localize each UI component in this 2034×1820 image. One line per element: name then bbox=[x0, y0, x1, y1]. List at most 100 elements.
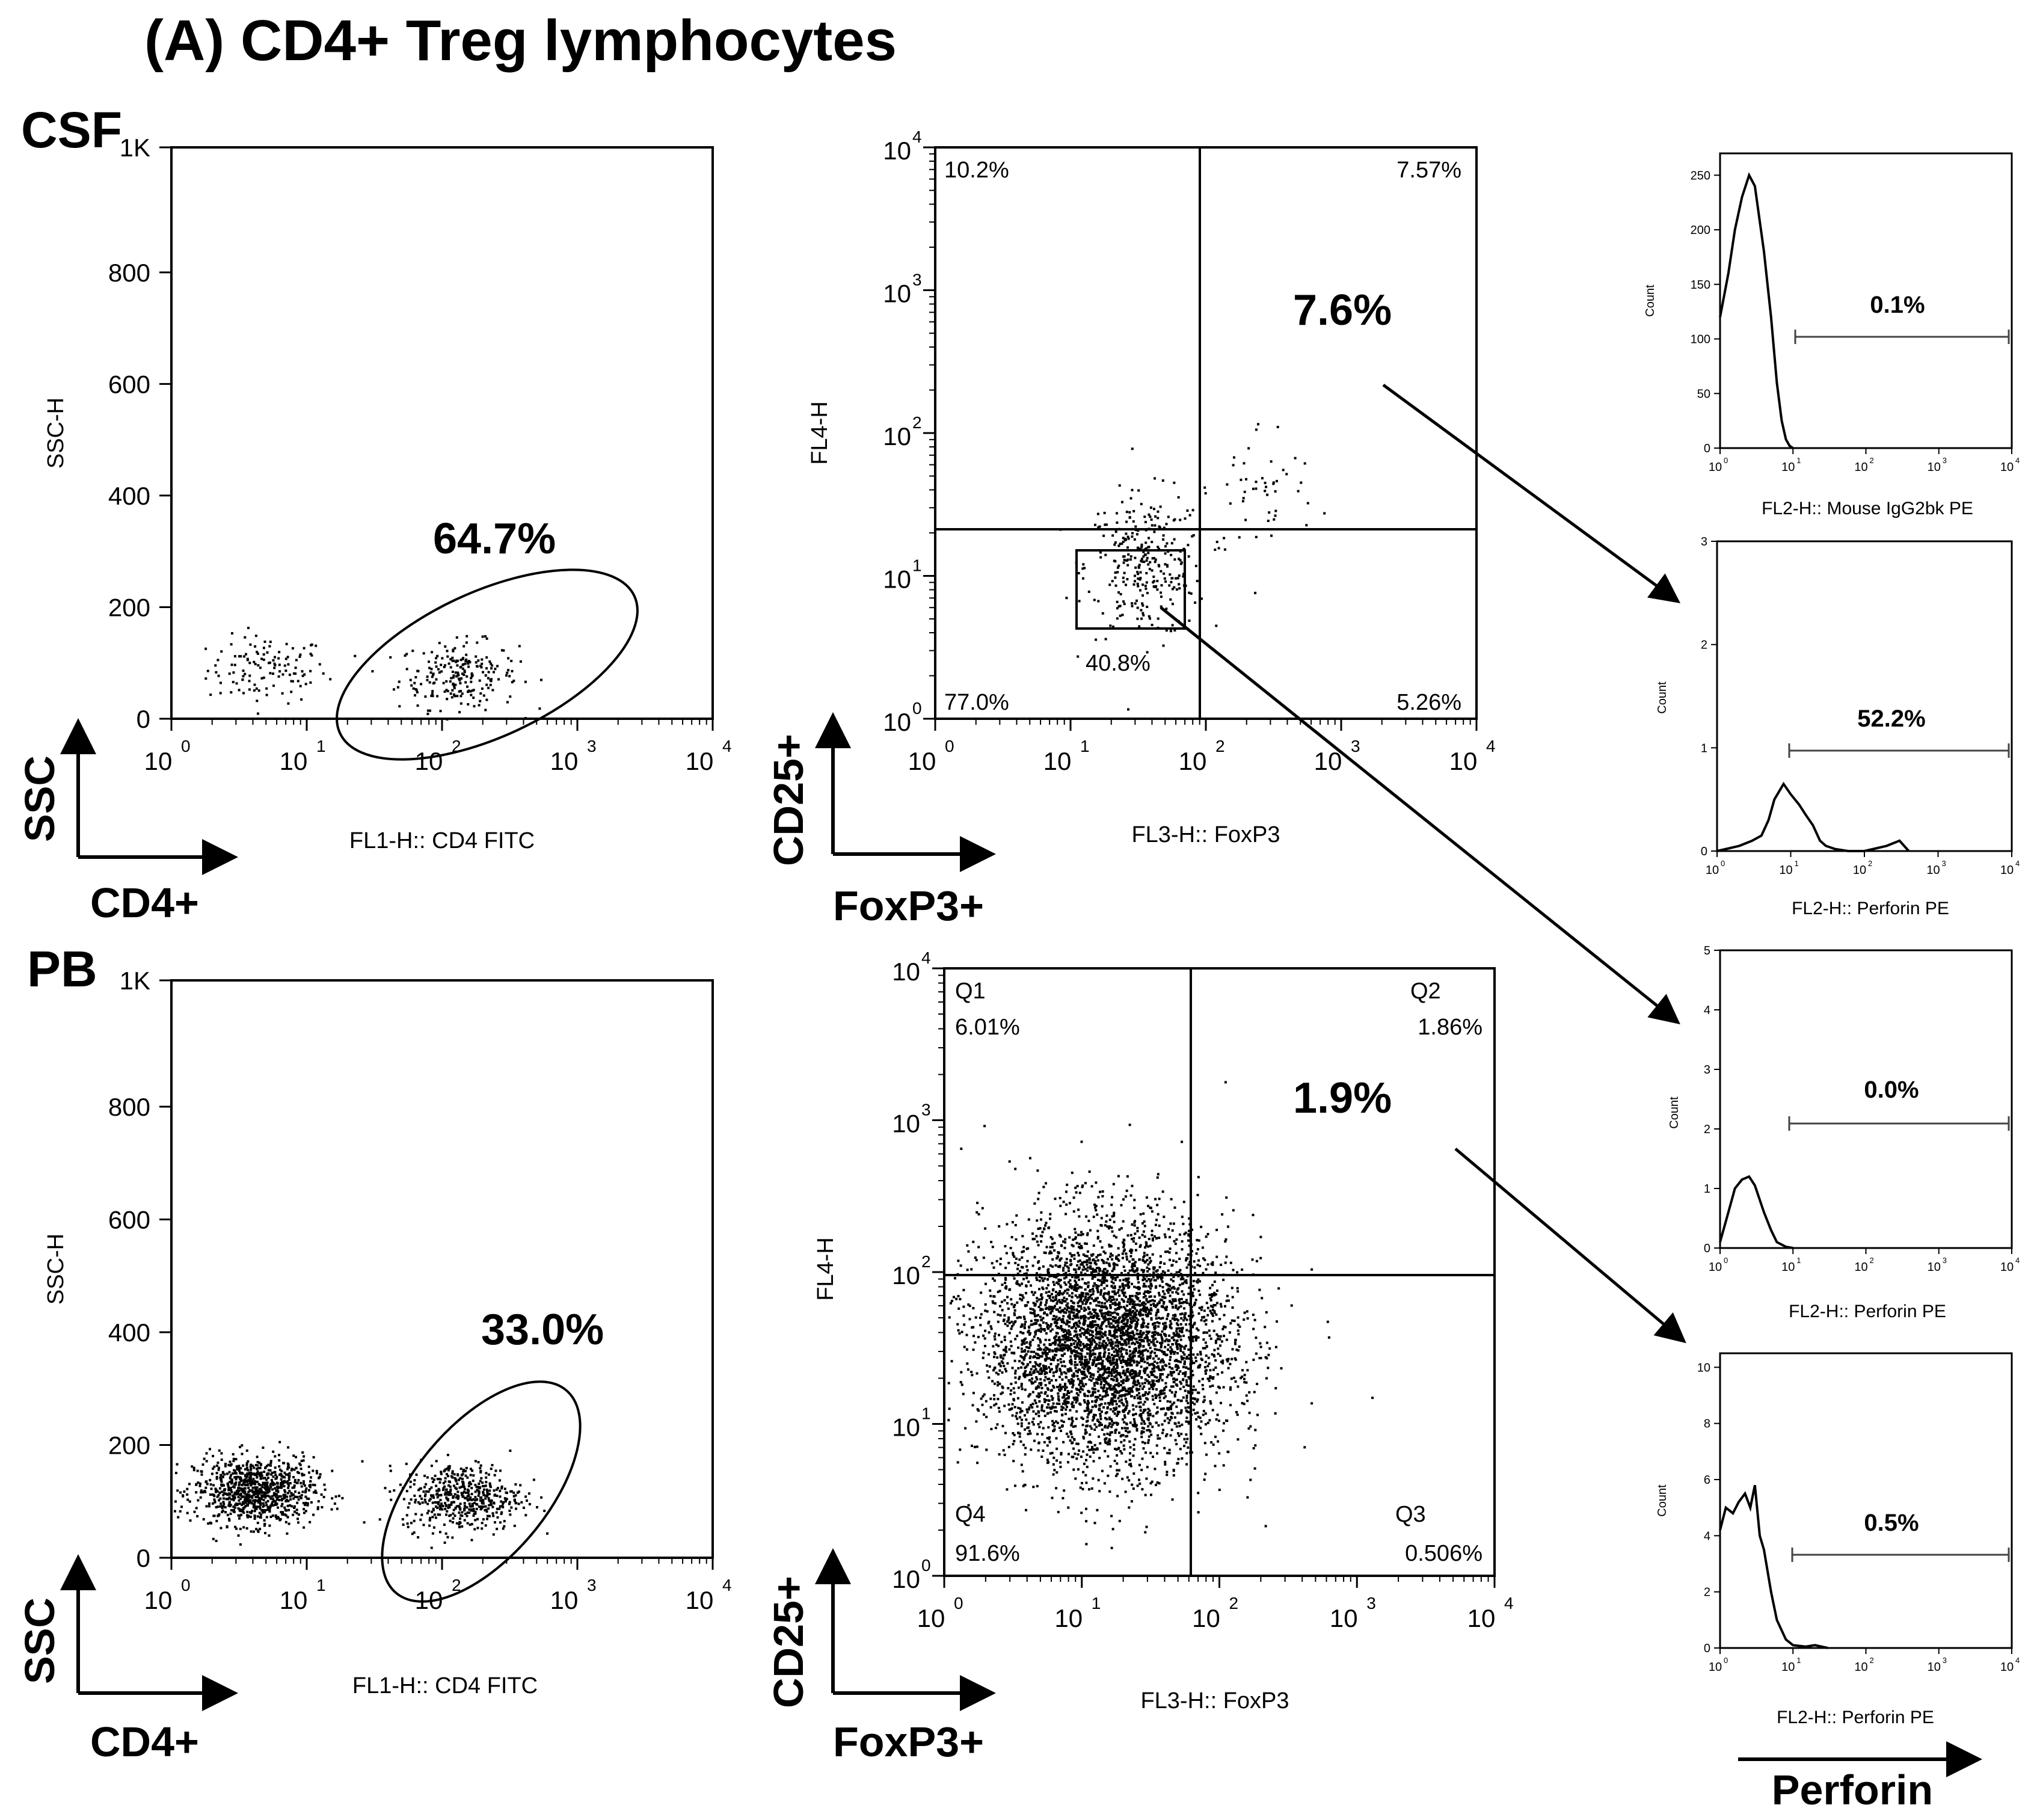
scatter-3-point bbox=[428, 1488, 431, 1490]
scatter-3-point bbox=[198, 1482, 201, 1485]
scatter-4-point bbox=[1017, 1386, 1020, 1389]
scatter-2-point bbox=[1125, 583, 1127, 586]
scatter-4-point bbox=[1154, 1324, 1157, 1327]
scatter-4-point bbox=[1080, 1317, 1083, 1320]
scatter-3-point bbox=[244, 1498, 247, 1501]
scatter-4-point bbox=[1042, 1321, 1045, 1324]
scatter-4-point bbox=[1104, 1342, 1107, 1345]
scatter-1-point bbox=[465, 653, 468, 656]
scatter-2-point bbox=[1140, 617, 1143, 620]
scatter-3-point bbox=[436, 1478, 439, 1481]
scatter-4-point bbox=[1056, 1347, 1059, 1350]
scatter-3-point bbox=[477, 1461, 480, 1464]
scatter-4-point bbox=[1016, 1335, 1019, 1338]
scatter-3-point bbox=[474, 1496, 477, 1499]
scatter-4-point bbox=[1196, 1353, 1199, 1356]
scatter-2-point bbox=[1147, 552, 1150, 555]
scatter-4-point bbox=[1011, 1403, 1014, 1406]
scatter-4-point bbox=[1129, 1452, 1131, 1455]
scatter-1-point bbox=[445, 689, 448, 692]
scatter-2-point bbox=[1274, 490, 1277, 493]
scatter-4-point bbox=[1084, 1282, 1087, 1285]
scatter-4-point bbox=[1099, 1442, 1102, 1445]
scatter-4-point bbox=[1138, 1385, 1141, 1388]
scatter-4-point bbox=[1175, 1327, 1178, 1330]
scatter-1-point bbox=[214, 664, 217, 667]
scatter-3-point bbox=[248, 1477, 251, 1480]
scatter-2-point bbox=[1128, 511, 1131, 514]
scatter-2-point bbox=[1137, 529, 1140, 532]
scatter-3-point bbox=[468, 1511, 471, 1514]
scatter-2-point bbox=[1116, 566, 1119, 569]
scatter-4-point bbox=[1222, 1278, 1225, 1281]
scatter-1-point bbox=[281, 673, 284, 676]
scatter-3-point bbox=[233, 1496, 236, 1499]
scatter-1-point bbox=[256, 652, 259, 655]
scatter-4-point bbox=[1236, 1287, 1239, 1290]
scatter-4-point bbox=[1211, 1284, 1214, 1287]
scatter-3-point bbox=[461, 1492, 464, 1495]
scatter-4-point bbox=[1110, 1546, 1113, 1549]
scatter-2-point bbox=[1135, 533, 1138, 536]
scatter-4-point bbox=[1006, 1488, 1009, 1491]
scatter-4-point bbox=[1083, 1462, 1086, 1465]
scatter-4-point bbox=[1079, 1344, 1082, 1347]
scatter-4-point bbox=[1161, 1373, 1164, 1376]
scatter-4-point bbox=[1075, 1333, 1077, 1336]
scatter-1-point bbox=[217, 674, 220, 677]
scatter-2-point bbox=[1137, 585, 1140, 588]
scatter-3-point bbox=[247, 1486, 250, 1489]
scatter-3-point bbox=[378, 1518, 381, 1521]
scatter-4-point bbox=[1108, 1490, 1111, 1493]
scatter-4-point bbox=[1133, 1224, 1136, 1227]
scatter-1-point bbox=[484, 709, 487, 712]
scatter-4-point bbox=[1131, 1404, 1134, 1407]
scatter-3-point bbox=[468, 1508, 471, 1511]
scatter-3-point bbox=[546, 1532, 548, 1535]
scatter-1-point bbox=[393, 688, 395, 691]
scatter-3-point bbox=[215, 1519, 218, 1522]
scatter-4-point bbox=[956, 1323, 959, 1326]
scatter-4-point bbox=[1113, 1285, 1116, 1288]
scatter-4-point bbox=[1123, 1448, 1126, 1451]
scatter-4-point bbox=[1143, 1220, 1146, 1223]
scatter-4-point bbox=[1157, 1291, 1160, 1294]
scatter-3-point bbox=[300, 1481, 303, 1484]
scatter-4-point bbox=[1149, 1354, 1152, 1357]
scatter-3-point bbox=[263, 1477, 266, 1480]
scatter-4-point bbox=[1068, 1236, 1071, 1239]
scatter-4-point bbox=[1101, 1359, 1104, 1362]
scatter-4-point bbox=[993, 1356, 996, 1359]
scatter-3-point bbox=[301, 1451, 304, 1454]
scatter-3-point bbox=[263, 1511, 266, 1514]
scatter-4-point bbox=[1116, 1352, 1119, 1354]
scatter-4-point bbox=[1026, 1259, 1029, 1262]
scatter-4-point bbox=[957, 1307, 960, 1310]
scatter-4-point bbox=[985, 1448, 988, 1451]
scatter-4-point bbox=[1160, 1359, 1163, 1362]
scatter-4-point bbox=[1083, 1409, 1086, 1412]
scatter-4-point bbox=[1141, 1440, 1144, 1443]
scatter-4-point bbox=[1107, 1293, 1110, 1296]
scatter-4-point bbox=[1204, 1360, 1207, 1363]
scatter-4-point bbox=[1151, 1425, 1154, 1428]
scatter-4-point bbox=[1043, 1440, 1046, 1443]
scatter-4-point bbox=[1133, 1221, 1136, 1224]
scatter-4-point bbox=[1086, 1409, 1089, 1412]
scatter-4-point bbox=[1163, 1368, 1166, 1371]
scatter-2-point bbox=[1082, 577, 1084, 580]
scatter-4-point bbox=[1122, 1320, 1125, 1322]
scatter-3-point bbox=[254, 1483, 257, 1486]
scatter-4-point bbox=[1048, 1350, 1051, 1353]
scatter-3-point bbox=[470, 1539, 473, 1542]
scatter-4-point bbox=[1132, 1262, 1135, 1265]
scatter-4-point bbox=[1303, 1446, 1306, 1449]
scatter-3-point bbox=[266, 1485, 269, 1488]
scatter-4-point bbox=[1065, 1393, 1068, 1396]
scatter-4-point bbox=[1127, 1412, 1129, 1415]
scatter-2-point bbox=[1254, 591, 1257, 594]
scatter-2-point bbox=[1160, 570, 1163, 573]
scatter-2-point bbox=[1116, 617, 1119, 620]
scatter-4-point bbox=[1157, 1277, 1159, 1280]
scatter-4-point bbox=[1068, 1294, 1071, 1297]
